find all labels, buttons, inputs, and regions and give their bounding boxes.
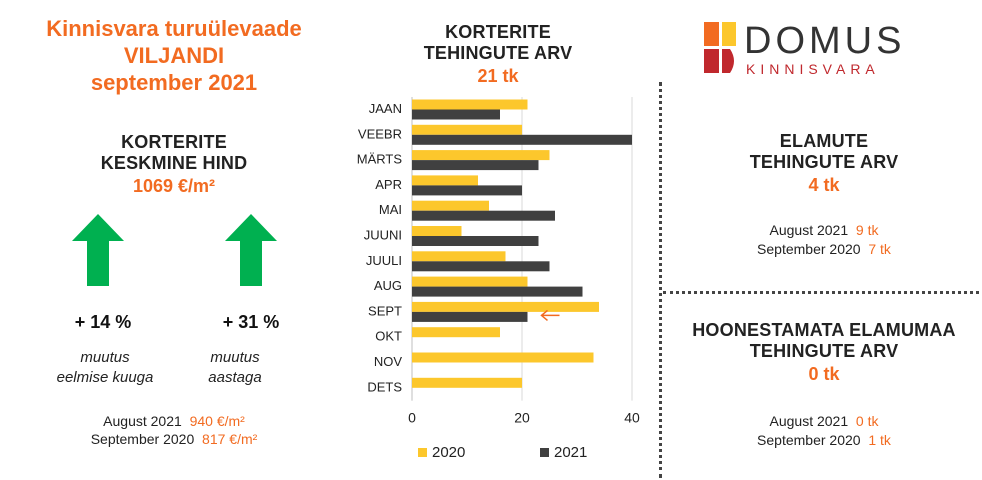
bar-2020 [412,226,462,236]
y-tick-label: VEEBR [358,126,402,141]
report-title: Kinnisvara turuülevaade VILJANDI septemb… [0,15,348,96]
bar-2020 [412,251,506,262]
legend-swatch-2021 [540,448,549,457]
bar-2020 [412,175,478,186]
change-month-label-line2: eelmise kuuga [56,369,154,386]
bar-2020 [412,124,522,135]
change-year-label-line1: muutus [210,349,260,366]
y-tick-label: JUUNI [364,228,402,243]
apartment-deals-header-line1: KORTERITE [445,22,551,42]
change-month-label: muutus eelmise kuuga [30,348,180,388]
y-tick-label: AUG [374,278,402,293]
legend-label-2021: 2021 [554,444,587,461]
domus-logo-mark-icon [704,22,736,73]
houses-compare-2-label: September 2020 [757,241,861,257]
domus-logo: DOMUS KINNISVARA [704,20,944,80]
y-tick-label: SEPT [368,303,402,318]
land-compare-1-value: 0 tk [855,413,879,429]
domus-logo-sub: KINNISVARA [746,61,880,77]
houses-compare-1-value: 9 tk [855,222,879,238]
bar-2020 [412,99,528,110]
houses-deals-header-line1: ELAMUTE [779,131,869,151]
report-title-line2: VILJANDI [123,43,225,68]
houses-compare-1: August 2021 9 tk [666,220,982,240]
price-compare-2-label: September 2020 [90,431,195,447]
apartment-price-value: 1069 €/m² [132,176,216,196]
y-tick-label: OKT [375,329,402,344]
apartment-deals-header: KORTERITE TEHINGUTE ARV [388,22,608,64]
y-tick-label: MAI [379,202,402,217]
horizontal-divider [663,291,979,294]
bar-2020 [412,150,550,161]
apartment-price-header: KORTERITE KESKMINE HIND [0,132,348,174]
y-tick-label: JAAN [369,101,402,116]
bar-2021 [412,286,583,297]
price-compare-1: August 2021 940 €/m² [0,411,348,431]
x-tick-label: 40 [624,410,640,426]
bar-2020 [412,200,489,211]
apartment-deals-chart: 0 20 40 JAAN VEEBR MÄRTS APR MAI JUUNI JUULI AUG SE… [357,97,640,461]
houses-compare-1-label: August 2021 [769,222,849,238]
report-title-line1: Kinnisvara turuülevaade [46,16,302,41]
y-tick-label: NOV [374,354,403,369]
y-tick-label: APR [375,177,402,192]
report-title-line3: september 2021 [90,70,258,95]
change-year-label-line2: aastaga [208,369,262,386]
bar-2020 [412,276,528,287]
land-compare-2-label: September 2020 [757,432,861,448]
land-compare-1: August 2021 0 tk [666,411,982,431]
bar-2020 [412,301,599,312]
apartment-deals-header-line2: TEHINGUTE ARV [423,43,573,63]
houses-deals-header-line2: TEHINGUTE ARV [749,152,899,172]
price-compare-2: September 2020 817 €/m² [0,429,348,449]
apartment-price-header-line2: KESKMINE HIND [100,153,248,173]
bar-2020 [412,352,594,363]
y-tick-label: MÄRTS [357,152,403,167]
domus-logo-name: DOMUS [744,20,906,62]
bar-2021 [412,160,539,171]
houses-deals-header: ELAMUTE TEHINGUTE ARV [666,131,982,173]
bar-2021 [412,236,539,246]
houses-deals-value: 4 tk [808,175,840,195]
houses-compare-2-value: 7 tk [868,241,891,257]
change-month-label-line1: muutus [80,349,130,366]
change-year-label: muutus aastaga [180,348,290,388]
bar-2021 [412,311,528,322]
bar-2021 [412,185,522,196]
x-tick-label: 20 [514,410,530,426]
bar-2021 [412,210,555,221]
apartment-price-header-line1: KORTERITE [121,132,227,152]
price-compare-1-label: August 2021 [103,413,182,429]
up-arrow-icon [225,214,277,286]
change-month-pct: + 14 % [74,312,132,332]
bar-2021 [412,261,550,272]
legend-swatch-2020 [418,448,427,457]
bar-2021 [412,134,632,145]
land-compare-1-label: August 2021 [769,413,849,429]
y-tick-label: DETS [367,379,402,394]
land-deals-value: 0 tk [808,364,840,384]
land-compare-2-value: 1 tk [868,432,891,448]
up-arrow-icon [72,214,124,286]
change-year-pct: + 31 % [222,312,280,332]
bar-2020 [412,377,522,388]
bar-2021 [412,109,500,120]
apartment-deals-value: 21 tk [477,66,519,86]
x-tick-label: 0 [408,410,416,426]
bar-2020 [412,327,500,338]
price-compare-1-value: 940 €/m² [189,413,245,429]
left-arrow-icon [540,309,560,321]
legend-label-2020: 2020 [432,444,465,461]
land-deals-header-line2: TEHINGUTE ARV [749,341,899,361]
land-deals-header-line1: HOONESTAMATA ELAMUMAA [692,320,956,340]
price-compare-2-value: 817 €/m² [202,431,258,447]
vertical-divider [659,82,662,478]
land-compare-2: September 2020 1 tk [666,430,982,450]
y-tick-label: JUULI [366,253,402,268]
land-deals-header: HOONESTAMATA ELAMUMAA TEHINGUTE ARV [666,320,982,362]
houses-compare-2: September 2020 7 tk [666,239,982,259]
